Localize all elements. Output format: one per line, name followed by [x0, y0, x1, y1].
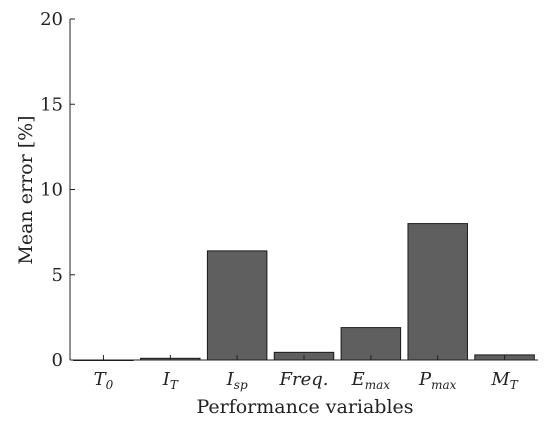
y-tick-label: 5 — [52, 265, 63, 286]
y-tick-label: 10 — [40, 180, 63, 201]
bar — [206, 250, 268, 361]
y-tick-label: 0 — [52, 350, 63, 371]
bar — [407, 223, 468, 361]
x-tick-label: Freq. — [279, 369, 329, 390]
y-axis: 0 5 10 15 20 — [40, 9, 75, 371]
x-tick-label: Pmax — [418, 369, 457, 392]
bar — [340, 327, 402, 361]
x-tick-label: Isp — [226, 369, 248, 392]
x-axis-title: Performance variables — [196, 396, 413, 418]
y-axis-title: Mean error [%] — [15, 115, 37, 264]
x-tick-label: T0 — [94, 369, 114, 392]
x-tick-label: MT — [490, 369, 518, 392]
x-tick-label: IT — [162, 369, 179, 392]
x-axis: T0 IT Isp Freq. Emax Pmax MT — [94, 355, 519, 392]
x-tick-label: Emax — [351, 369, 391, 392]
bars — [73, 223, 535, 361]
y-tick-label: 15 — [40, 94, 63, 115]
y-tick-label: 20 — [40, 9, 63, 30]
